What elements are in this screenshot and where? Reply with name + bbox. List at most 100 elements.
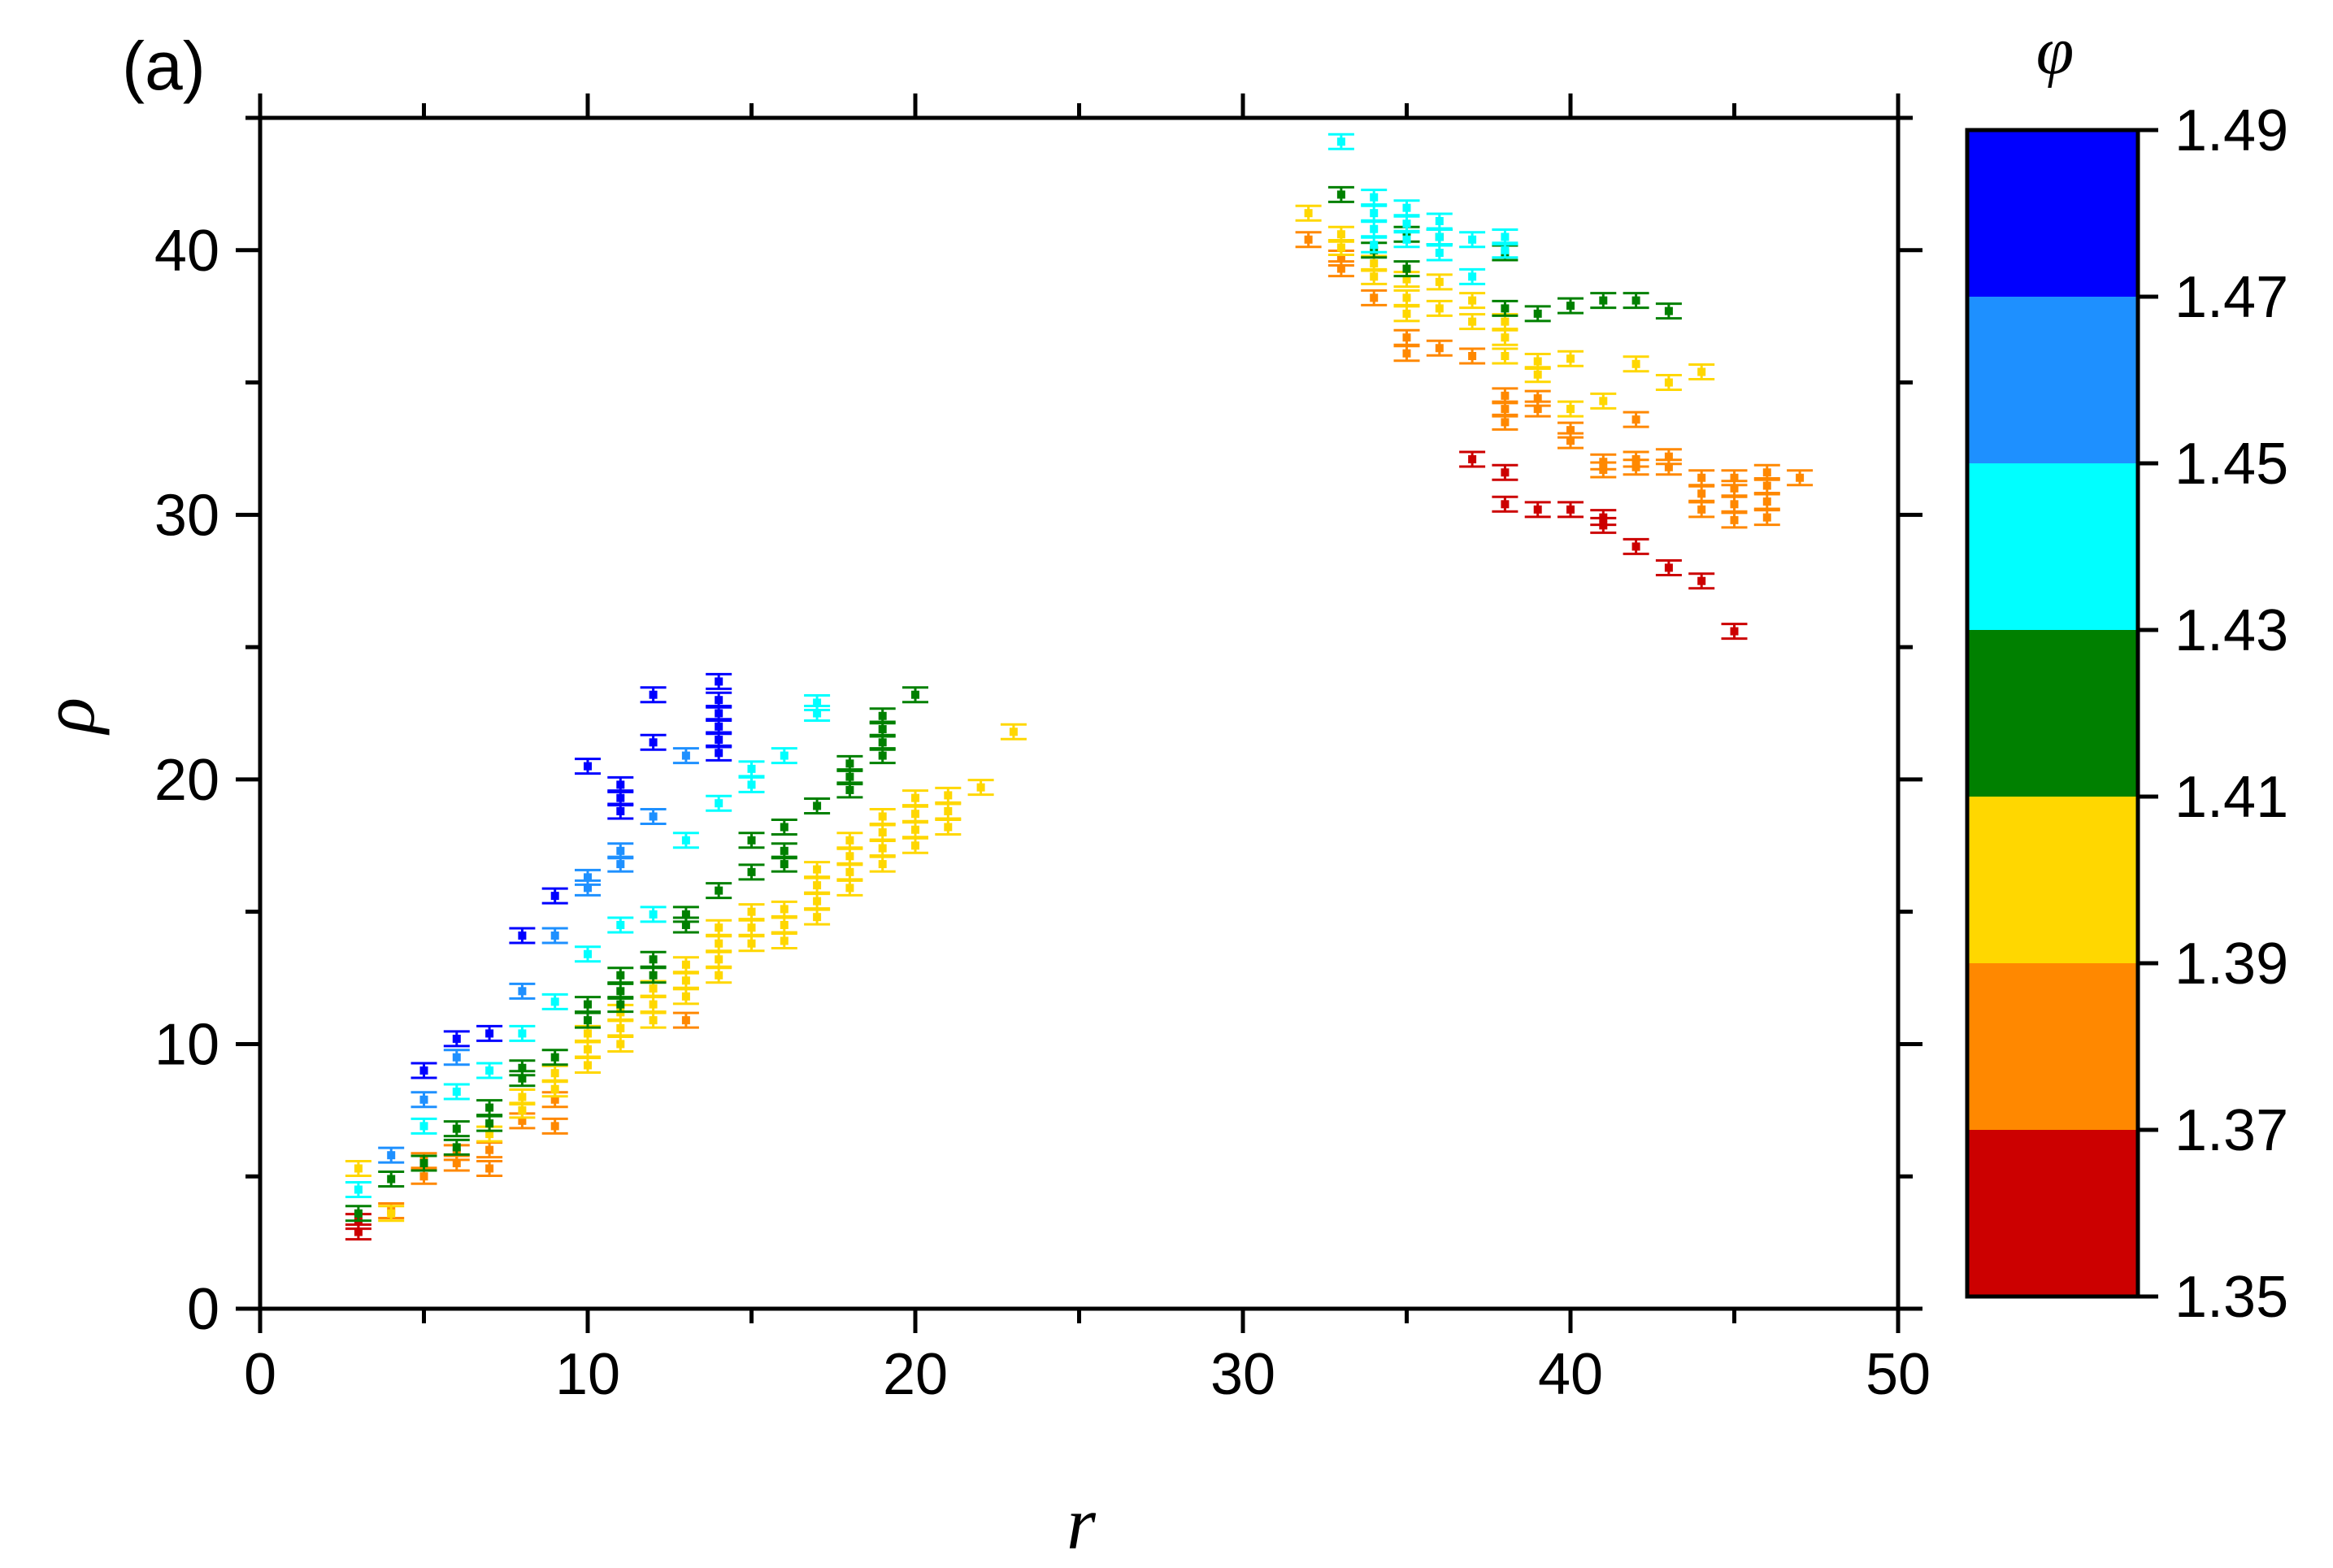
data-point — [1688, 501, 1715, 519]
data-point — [1393, 199, 1420, 217]
data-point — [1459, 231, 1486, 249]
data-point — [1327, 132, 1354, 150]
data-point — [1000, 723, 1027, 741]
data-point — [836, 832, 863, 849]
colorbar-title: φ — [2036, 13, 2074, 89]
data-point — [672, 988, 699, 1006]
data-point — [607, 775, 634, 793]
data-point — [1492, 228, 1518, 245]
data-point — [345, 1181, 371, 1198]
data-point — [640, 733, 667, 751]
data-point — [1459, 347, 1486, 365]
data-point — [1655, 448, 1682, 466]
data-point — [1688, 469, 1715, 487]
data-point — [476, 1159, 503, 1177]
data-point — [1492, 328, 1518, 346]
data-point — [1753, 463, 1780, 481]
data-point — [411, 1117, 437, 1135]
data-point — [1492, 347, 1518, 365]
colorbar-segment — [1967, 797, 2138, 963]
data-point — [804, 693, 831, 711]
data-point — [672, 747, 699, 765]
data-point — [706, 794, 732, 812]
data-point — [575, 758, 601, 775]
data-point — [575, 1056, 601, 1074]
data-point — [804, 797, 831, 814]
data-point — [345, 1205, 371, 1223]
data-point — [476, 1114, 503, 1132]
data-point — [672, 906, 699, 923]
data-point — [1393, 345, 1420, 363]
x-tick-label: 40 — [1538, 1342, 1603, 1407]
colorbar-segment — [1967, 463, 2138, 630]
data-point — [443, 1049, 470, 1066]
data-point — [1426, 228, 1453, 245]
data-point — [1426, 244, 1453, 262]
data-point — [1459, 450, 1486, 468]
colorbar-tick-label: 1.47 — [2174, 265, 2288, 330]
data-point — [1295, 231, 1322, 249]
data-point — [1721, 623, 1748, 641]
data-point — [443, 1138, 470, 1156]
data-point — [706, 950, 732, 968]
data-point — [836, 754, 863, 772]
colorbar-tick-label: 1.49 — [2174, 98, 2288, 163]
colorbar-segment — [1967, 1130, 2138, 1297]
data-point — [411, 1154, 437, 1172]
data-point — [575, 1040, 601, 1058]
data-point — [575, 868, 601, 886]
data-point — [541, 1080, 568, 1098]
data-point — [1753, 493, 1780, 510]
data-point — [1590, 509, 1617, 527]
data-point — [575, 996, 601, 1014]
data-point — [902, 686, 928, 704]
data-point — [411, 1091, 437, 1109]
data-point — [1492, 495, 1518, 513]
data-point — [607, 1035, 634, 1053]
data-point — [869, 707, 896, 725]
data-point — [771, 818, 797, 836]
data-point — [672, 956, 699, 974]
colorbar-segment — [1967, 130, 2138, 297]
data-point — [738, 903, 765, 921]
data-point — [738, 863, 765, 881]
data-point — [1459, 313, 1486, 331]
y-tick-label: 30 — [154, 483, 219, 548]
data-point — [1524, 501, 1551, 519]
colorbar: 1.35 1.37 1.39 1.41 1.43 1.45 1.47 1.49 — [1965, 98, 2288, 1330]
data-point — [509, 1024, 536, 1042]
data-point — [1558, 421, 1584, 439]
data-point — [541, 1049, 568, 1066]
data-point — [476, 1062, 503, 1079]
colorbar-tick-label: 1.45 — [2174, 432, 2288, 497]
data-point — [1361, 289, 1388, 306]
data-point — [1558, 501, 1584, 519]
colorbar-tick-label: 1.37 — [2174, 1098, 2288, 1163]
data-point — [738, 775, 765, 793]
data-point — [476, 1024, 503, 1042]
data-point — [706, 935, 732, 953]
data-point — [640, 966, 667, 984]
data-point — [1393, 231, 1420, 249]
data-point — [607, 916, 634, 934]
data-point — [1361, 189, 1388, 206]
data-point — [1295, 204, 1322, 222]
data-point — [869, 855, 896, 873]
data-points — [345, 132, 1814, 1241]
data-point — [1492, 463, 1518, 481]
data-point — [1393, 305, 1420, 323]
data-point — [1623, 355, 1649, 373]
data-point — [640, 906, 667, 923]
data-point — [836, 879, 863, 897]
x-tick-label: 50 — [1866, 1342, 1931, 1407]
data-point — [1655, 302, 1682, 320]
data-point — [575, 945, 601, 963]
data-point — [541, 927, 568, 945]
data-point — [1393, 289, 1420, 306]
y-tick-label: 0 — [187, 1277, 219, 1342]
data-point — [738, 919, 765, 936]
data-point — [1721, 511, 1748, 529]
panel-label: (a) — [122, 28, 206, 104]
data-point — [902, 836, 928, 854]
